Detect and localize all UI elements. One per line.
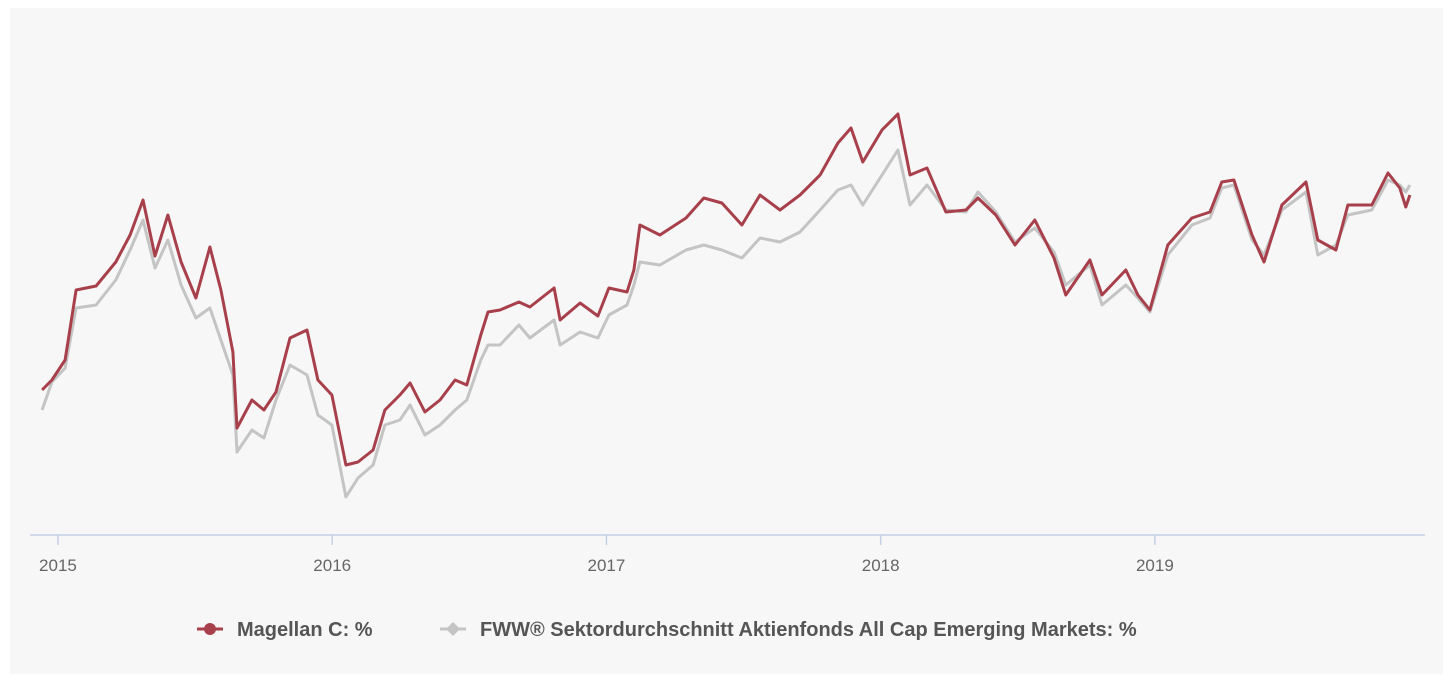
plot-background	[10, 8, 1443, 674]
x-tick-label: 2018	[862, 556, 900, 575]
legend-marker	[204, 623, 216, 635]
legend-label: Magellan C: %	[237, 619, 373, 641]
series-line	[40, 148, 1412, 499]
x-tick-label: 2016	[313, 556, 351, 575]
x-tick-label: 2019	[1136, 556, 1174, 575]
series-line	[41, 112, 1412, 467]
x-tick-label: 2017	[588, 556, 626, 575]
legend-marker	[446, 622, 460, 636]
legend-label: FWW® Sektordurchschnitt Aktienfonds All …	[480, 619, 1137, 641]
x-tick-label: 2015	[39, 556, 77, 575]
